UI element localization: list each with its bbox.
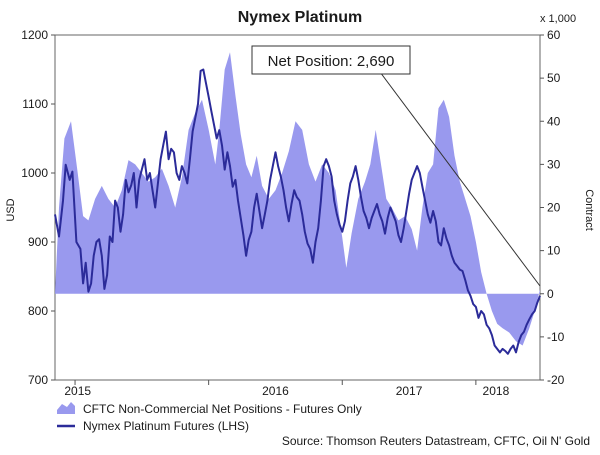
right-axis-tick-label: 20: [547, 201, 561, 215]
left-axis-tick-label: 1200: [21, 28, 48, 42]
annotation-text: Net Position: 2,690: [268, 53, 395, 70]
axes-layer: 700 800 900 1000 1100 1200 -20 -10 0 10 20 30 40 50 60…: [21, 28, 564, 398]
left-axis-tick-label: 1100: [22, 97, 48, 111]
line-layer: [54, 68, 541, 355]
right-axis-label: Contract: [583, 189, 595, 231]
left-axis-tick-label: 900: [28, 235, 48, 249]
annotation-leader-line: [379, 71, 541, 287]
left-axis-label: USD: [5, 198, 17, 221]
right-axis-tick-label: 0: [547, 287, 554, 301]
legend-area-swatch: [57, 402, 75, 414]
right-axis-tick-label: 50: [547, 71, 561, 85]
right-axis-tick-label: 30: [547, 157, 561, 171]
left-axis-tick-label: 800: [28, 304, 48, 318]
right-axis-tick-label: 10: [547, 244, 561, 258]
right-axis-tick-label: -20: [547, 373, 565, 387]
legend: CFTC Non-Commercial Net Positions - Futu…: [57, 402, 362, 433]
annotation-box: [251, 45, 411, 75]
legend-line-label: Nymex Platinum Futures (LHS): [83, 419, 249, 433]
left-axis-tick-label: 700: [28, 373, 48, 387]
series-line-platinum-futures: [54, 68, 541, 355]
right-axis-tick-label: 60: [547, 28, 561, 42]
x-axis-tick-label: 2018: [483, 384, 510, 398]
x-axis-tick-label: 2016: [262, 384, 289, 398]
source-note: Source: Thomson Reuters Datastream, CFTC…: [282, 434, 590, 448]
right-axis-tick-label: 40: [547, 114, 561, 128]
right-axis-unit-label: x 1,000: [540, 13, 576, 25]
x-axis-tick-label: 2015: [64, 384, 91, 398]
chart-title: Nymex Platinum: [238, 9, 362, 26]
left-axis-tick-label: 1000: [21, 166, 48, 180]
right-axis-tick-label: -10: [547, 330, 565, 344]
legend-area-label: CFTC Non-Commercial Net Positions - Futu…: [83, 402, 362, 416]
x-axis-tick-label: 2017: [396, 384, 423, 398]
